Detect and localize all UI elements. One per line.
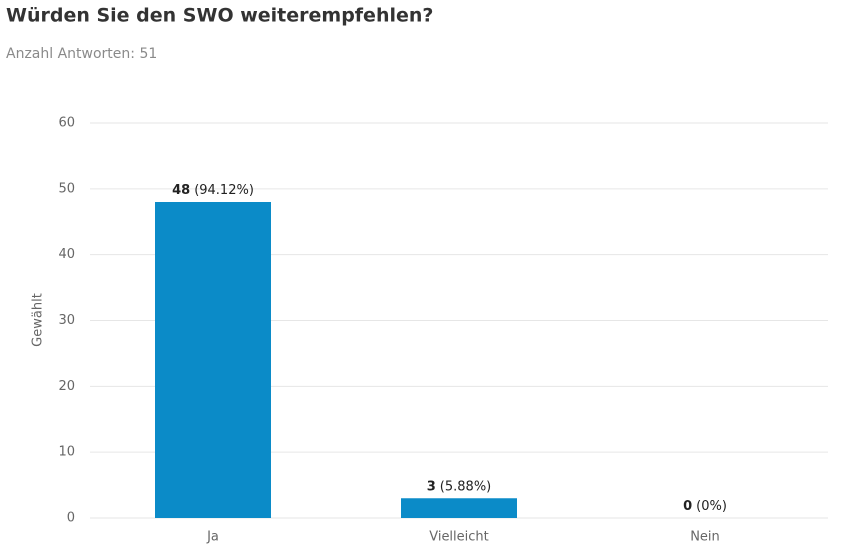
data-percent: (94.12%) bbox=[194, 183, 254, 198]
x-tick-label: Ja bbox=[206, 530, 219, 545]
data-label: 3 (5.88%) bbox=[427, 479, 492, 494]
bar bbox=[401, 498, 517, 518]
y-tick-label: 50 bbox=[58, 181, 75, 196]
data-label: 48 (94.12%) bbox=[172, 183, 254, 198]
data-value: 3 bbox=[427, 479, 436, 494]
data-percent: (5.88%) bbox=[440, 479, 491, 494]
chart-title: Würden Sie den SWO weiterempfehlen? bbox=[6, 5, 433, 27]
y-tick-label: 60 bbox=[58, 116, 75, 131]
chart-subtitle: Anzahl Antworten: 51 bbox=[6, 46, 157, 62]
y-tick-label: 10 bbox=[58, 445, 75, 460]
y-tick-label: 20 bbox=[58, 379, 75, 394]
data-percent: (0%) bbox=[696, 499, 727, 514]
bar bbox=[155, 202, 271, 518]
data-label: 0 (0%) bbox=[683, 499, 727, 514]
y-tick-label: 30 bbox=[58, 313, 75, 328]
x-tick-label: Vielleicht bbox=[429, 530, 489, 545]
y-tick-label: 0 bbox=[67, 511, 75, 526]
x-tick-label: Nein bbox=[690, 530, 720, 545]
y-tick-label: 40 bbox=[58, 247, 75, 262]
data-value: 48 bbox=[172, 183, 190, 198]
y-axis-label: Gewählt bbox=[31, 293, 46, 347]
data-value: 0 bbox=[683, 499, 692, 514]
